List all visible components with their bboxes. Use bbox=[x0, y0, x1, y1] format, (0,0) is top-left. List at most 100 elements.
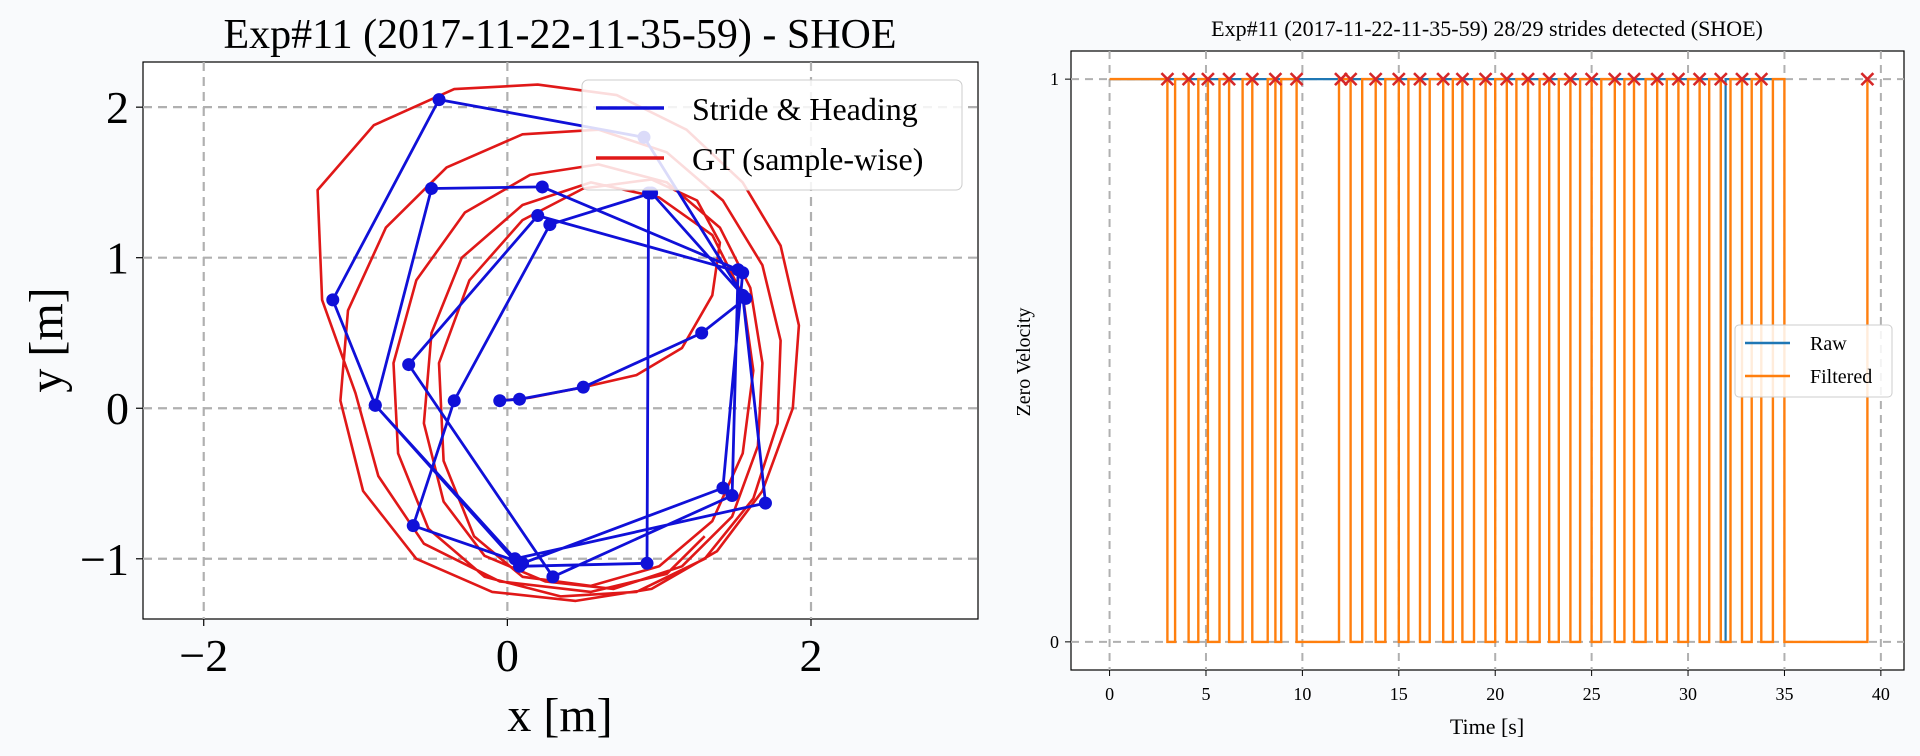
stride-point bbox=[368, 398, 382, 412]
x-tick-label: 2 bbox=[800, 630, 823, 681]
stride-marker bbox=[1368, 72, 1383, 87]
stride-point bbox=[326, 293, 340, 307]
stride-marker bbox=[1860, 72, 1875, 87]
stride-point bbox=[543, 218, 557, 232]
trajectory-chart: Exp#11 (2017-11-22-11-35-59) - SHOE −2 0 2… bbox=[20, 12, 979, 742]
x-tick-label: 25 bbox=[1583, 684, 1601, 704]
stride-marker-stroke bbox=[1499, 72, 1514, 87]
stride-marker bbox=[1160, 72, 1175, 87]
stride-marker-stroke bbox=[1650, 72, 1665, 87]
stride-point bbox=[531, 209, 545, 223]
stride-marker bbox=[1563, 72, 1578, 87]
stride-marker-stroke bbox=[1181, 72, 1196, 87]
stride-point bbox=[546, 570, 560, 584]
stride-point bbox=[576, 380, 590, 394]
stride-marker bbox=[1413, 72, 1427, 87]
x-tick-label: 30 bbox=[1679, 684, 1697, 704]
stride-point bbox=[424, 181, 438, 195]
stride-marker-stroke bbox=[1343, 72, 1358, 87]
stride-point bbox=[432, 93, 446, 107]
stride-marker bbox=[1200, 72, 1215, 87]
legend-label-filtered: Filtered bbox=[1810, 366, 1872, 388]
stride-marker bbox=[1627, 72, 1641, 87]
legend-label-gt: GT (sample-wise) bbox=[692, 141, 923, 177]
stride-point bbox=[640, 556, 654, 570]
stride-marker-stroke bbox=[1200, 72, 1215, 87]
trajectory-x-axis-label: x [m] bbox=[507, 689, 612, 742]
trajectory-y-axis-label: y [m] bbox=[20, 287, 73, 392]
zero-velocity-x-axis-label: Time [s] bbox=[1450, 714, 1524, 739]
stride-marker bbox=[1692, 72, 1707, 87]
stride-marker-stroke bbox=[1713, 72, 1728, 87]
zero-velocity-chart: Exp#11 (2017-11-22-11-35-59) 28/29 strid… bbox=[1013, 16, 1905, 739]
stride-marker bbox=[1499, 72, 1514, 87]
stride-marker bbox=[1181, 72, 1196, 87]
stride-marker-stroke bbox=[1521, 72, 1535, 87]
stride-point bbox=[731, 263, 745, 277]
stride-point bbox=[725, 489, 739, 503]
stride-marker bbox=[1542, 72, 1557, 87]
stride-marker-stroke bbox=[1160, 72, 1175, 87]
legend-label-stride: Stride & Heading bbox=[692, 91, 918, 127]
stride-marker-stroke bbox=[1368, 72, 1383, 87]
y-tick-label: 2 bbox=[106, 82, 129, 133]
stride-marker bbox=[1245, 72, 1260, 87]
stride-marker-stroke bbox=[1436, 72, 1451, 87]
stride-marker-stroke bbox=[1563, 72, 1578, 87]
trajectory-legend-box bbox=[581, 79, 963, 191]
zero-velocity-legend: Raw Filtered bbox=[1734, 324, 1893, 398]
stride-point bbox=[695, 326, 709, 340]
x-tick-label: 0 bbox=[1105, 684, 1114, 704]
stride-marker-stroke bbox=[1391, 72, 1406, 87]
stride-marker bbox=[1436, 72, 1451, 87]
y-tick-label: 1 bbox=[106, 233, 129, 284]
stride-marker-stroke bbox=[1735, 72, 1749, 87]
stride-marker-stroke bbox=[1692, 72, 1707, 87]
zero-velocity-ticks: 0 5 10 15 20 25 30 35 40 0 1 bbox=[1050, 69, 1890, 704]
stride-marker bbox=[1584, 72, 1599, 87]
stride-marker bbox=[1735, 72, 1749, 87]
x-tick-label: −2 bbox=[179, 630, 228, 681]
stride-heading-line bbox=[331, 98, 767, 579]
stride-marker bbox=[1671, 72, 1686, 87]
stride-marker-stroke bbox=[1860, 72, 1875, 87]
legend-label-raw: Raw bbox=[1810, 333, 1847, 355]
zero-velocity-series bbox=[1109, 72, 1875, 644]
y-tick-label: 0 bbox=[106, 383, 129, 434]
x-tick-label: 20 bbox=[1486, 684, 1504, 704]
x-tick-label: 5 bbox=[1201, 684, 1210, 704]
stride-marker-stroke bbox=[1671, 72, 1686, 87]
stride-marker-stroke bbox=[1542, 72, 1557, 87]
stride-marker-stroke bbox=[1222, 72, 1237, 87]
trajectory-legend: Stride & Heading GT (sample-wise) bbox=[581, 79, 963, 191]
zero-velocity-y-axis-label: Zero Velocity bbox=[1013, 307, 1035, 416]
stride-marker-stroke bbox=[1268, 72, 1283, 87]
x-tick-label: 40 bbox=[1872, 684, 1890, 704]
zero-velocity-chart-title: Exp#11 (2017-11-22-11-35-59) 28/29 strid… bbox=[1211, 16, 1763, 41]
stride-marker-stroke bbox=[1413, 72, 1427, 87]
stride-marker bbox=[1607, 72, 1622, 87]
stride-point bbox=[513, 392, 527, 406]
stride-marker bbox=[1455, 72, 1470, 87]
stride-point bbox=[513, 559, 527, 573]
stride-point bbox=[736, 288, 750, 302]
stride-point bbox=[758, 496, 772, 510]
stride-marker bbox=[1478, 72, 1493, 87]
stride-marker-stroke bbox=[1627, 72, 1641, 87]
y-tick-label: −1 bbox=[80, 534, 129, 585]
stride-marker bbox=[1713, 72, 1728, 87]
stride-marker-stroke bbox=[1245, 72, 1260, 87]
stride-marker bbox=[1222, 72, 1237, 87]
trajectory-chart-title: Exp#11 (2017-11-22-11-35-59) - SHOE bbox=[223, 12, 896, 58]
x-tick-label: 0 bbox=[496, 630, 519, 681]
stride-point bbox=[406, 519, 420, 533]
y-tick-label: 1 bbox=[1050, 69, 1059, 89]
stride-marker bbox=[1391, 72, 1406, 87]
x-tick-label: 10 bbox=[1293, 684, 1311, 704]
x-tick-label: 35 bbox=[1775, 684, 1793, 704]
stride-marker-stroke bbox=[1607, 72, 1622, 87]
stride-marker-stroke bbox=[1478, 72, 1493, 87]
filtered-signal-line bbox=[1109, 77, 1869, 644]
stride-point bbox=[716, 481, 730, 495]
